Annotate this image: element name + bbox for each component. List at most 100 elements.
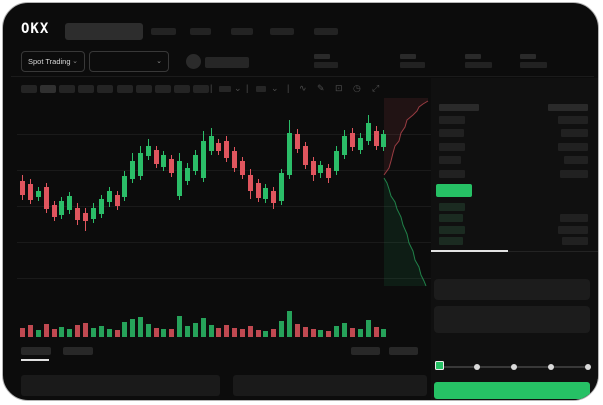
volume-bar [350, 328, 355, 337]
order-price-input-skeleton[interactable] [434, 279, 590, 300]
volume-bar [20, 328, 25, 337]
volume-bar [201, 318, 206, 337]
ask-price-skeleton [439, 116, 465, 124]
bid-price-skeleton [439, 203, 465, 211]
volume-bar [44, 324, 49, 337]
volume-bar [248, 326, 253, 337]
interval-button-skeleton[interactable] [193, 85, 209, 93]
volume-bar [279, 321, 284, 337]
search-input-skeleton[interactable] [65, 23, 143, 40]
depth-bids-area [384, 178, 426, 286]
ask-size-skeleton [560, 170, 588, 178]
candle-body [216, 143, 221, 151]
nav-item-skeleton[interactable] [270, 28, 294, 35]
interval-button-skeleton[interactable] [21, 85, 37, 93]
volume-bar [295, 324, 300, 337]
bottom-action-skeleton[interactable] [351, 347, 380, 355]
volume-bar [59, 327, 64, 337]
indicator-dropdown-skeleton[interactable] [256, 86, 266, 92]
buy-submit-button[interactable] [434, 382, 590, 399]
candle-body [161, 155, 166, 167]
toolbar-divider: | [210, 83, 213, 93]
volume-bar [358, 329, 363, 337]
depth-asks-area [384, 98, 428, 175]
bottom-panel-skeleton [21, 375, 220, 396]
amount-slider-stop[interactable] [585, 364, 591, 370]
depth-bids-line [383, 177, 427, 287]
volume-bar [318, 330, 323, 337]
ask-price-skeleton [439, 143, 465, 151]
candle-body [138, 153, 143, 176]
camera-snapshot-icon[interactable]: ⊡ [335, 83, 343, 93]
chart-settings-icon[interactable]: ◷ [353, 83, 361, 93]
ask-price-skeleton [439, 129, 464, 137]
draw-tool-icon[interactable]: ✎ [317, 83, 325, 93]
candle-body [374, 131, 379, 146]
indicator-dropdown-chevron-icon[interactable]: ⌄ [271, 83, 279, 93]
okx-logo[interactable]: OKX [21, 21, 50, 37]
bottom-tab-underline [21, 359, 49, 361]
candle-body [115, 195, 120, 206]
toolbar-divider: | [287, 83, 290, 93]
amount-slider-stop[interactable] [474, 364, 480, 370]
volume-bar [240, 329, 245, 337]
volume-bar [216, 328, 221, 337]
interval-button-skeleton[interactable] [78, 85, 94, 93]
bottom-tab-skeleton[interactable] [63, 347, 93, 355]
candle-body [193, 155, 198, 171]
stat-value-skeleton [520, 62, 547, 68]
interval-button-skeleton[interactable] [117, 85, 133, 93]
nav-item-skeleton[interactable] [314, 28, 338, 35]
nav-item-skeleton[interactable] [190, 28, 211, 35]
volume-bar [271, 329, 276, 337]
nav-item-skeleton[interactable] [231, 28, 253, 35]
fullscreen-icon[interactable]: ⤢ [372, 83, 380, 93]
volume-bar [381, 329, 386, 337]
candle-body [256, 183, 261, 198]
amount-slider-handle[interactable] [435, 361, 444, 370]
interval-button-skeleton[interactable] [59, 85, 75, 93]
volume-bar [138, 317, 143, 337]
interval-button-skeleton[interactable] [155, 85, 171, 93]
candle-body [271, 191, 276, 203]
depth-asks-line [383, 100, 429, 176]
candle-body [130, 161, 135, 179]
volume-bar [36, 330, 41, 337]
candle-body [20, 181, 25, 195]
volume-bar [263, 331, 268, 337]
volume-bar [28, 325, 33, 337]
bid-size-skeleton [558, 226, 588, 234]
volume-bar [122, 322, 127, 337]
ask-size-skeleton [558, 116, 588, 124]
indicator-dropdown-chevron-icon[interactable]: ⌄ [234, 83, 242, 93]
volume-bar [169, 329, 174, 337]
bottom-tab-skeleton[interactable] [21, 347, 51, 355]
candle-body [263, 188, 268, 199]
line-tool-icon[interactable]: ∿ [299, 83, 307, 93]
volume-bar [83, 323, 88, 337]
amount-slider-stop[interactable] [548, 364, 554, 370]
nav-item-skeleton[interactable] [151, 28, 176, 35]
ask-price-skeleton [439, 156, 461, 164]
interval-button-skeleton[interactable] [40, 85, 56, 93]
interval-button-skeleton[interactable] [97, 85, 113, 93]
candle-body [146, 146, 151, 156]
volume-bar [287, 311, 292, 337]
interval-button-skeleton[interactable] [174, 85, 190, 93]
indicator-dropdown-skeleton[interactable] [219, 86, 231, 92]
order-amount-input-skeleton[interactable] [434, 306, 590, 333]
candle-body [185, 168, 190, 181]
stat-label-skeleton [314, 54, 330, 59]
candle-body [52, 205, 57, 217]
pair-select-dropdown[interactable]: ⌄ [89, 51, 169, 72]
trading-app-window: OKX Spot Trading ⌄ ⌄ Buy Sell |⌄|⌄|∿✎⊡◷⤢ [2, 2, 599, 401]
last-price-badge[interactable] [436, 184, 472, 197]
interval-button-skeleton[interactable] [136, 85, 152, 93]
volume-bar [311, 329, 316, 337]
volume-bar [67, 329, 72, 337]
bottom-action-skeleton[interactable] [389, 347, 418, 355]
amount-slider-stop[interactable] [511, 364, 517, 370]
market-mode-selector[interactable]: Spot Trading ⌄ [21, 51, 85, 72]
candle-body [91, 208, 96, 219]
candle-body [318, 165, 323, 173]
